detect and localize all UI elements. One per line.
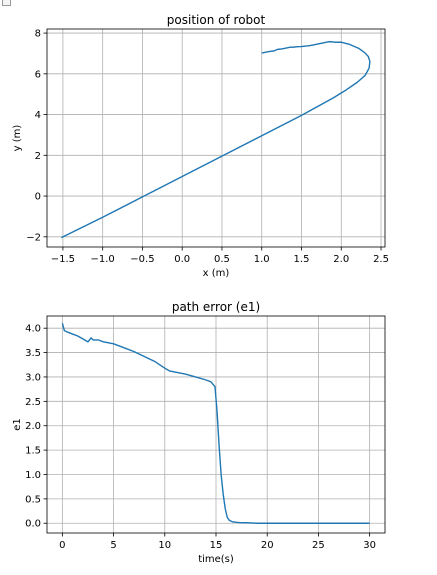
x-axis-label: time(s) [198, 554, 234, 565]
y-axis-label: y (m) [12, 125, 23, 152]
x-tick-label: 5 [110, 540, 116, 551]
grid-lines [47, 29, 385, 247]
y-tick-label: 4 [35, 110, 41, 121]
series-group [61, 40, 371, 239]
x-tick-label: 2.0 [333, 254, 349, 265]
x-tick-label: −0.5 [130, 254, 154, 265]
y-tick-label: 6 [35, 69, 41, 80]
y-tick-label: 0.5 [25, 494, 41, 505]
y-tick-label: 2.5 [25, 397, 41, 408]
x-tick-label: −1.0 [91, 254, 115, 265]
y-tick-label: 2 [35, 151, 41, 162]
x-tick-label: 25 [312, 540, 325, 551]
x-tick-label: 10 [158, 540, 171, 551]
y-tick-label: 0 [35, 192, 41, 203]
x-tick-label: 15 [210, 540, 223, 551]
y-tick-label: −2 [26, 232, 41, 243]
series-group [61, 323, 370, 524]
x-axis-label: x (m) [203, 268, 230, 279]
y-tick-label: 3.0 [25, 372, 41, 383]
x-tick-label: 1.5 [294, 254, 310, 265]
chart-title: path error (e1) [172, 300, 260, 314]
y-tick-label: 1.5 [25, 446, 41, 457]
y-axis-label: e1 [12, 418, 23, 431]
x-tick-label: 2.5 [373, 254, 389, 265]
chart-title: position of robot [167, 13, 266, 27]
y-tick-label: 3.5 [25, 348, 41, 359]
tick-group: −1.5 −1.0 −0.5 0.0 0.5 1.0 1.5 2.0 2.5 −2 0 2 4 6 8 [26, 29, 389, 265]
chart-path-error: 0 5 10 15 20 25 300.00.51.01.52.02.53.03.54.0 … [12, 300, 386, 565]
grid-lines [47, 316, 385, 533]
series-line [61, 323, 370, 524]
plot-frame [46, 28, 386, 248]
y-tick-label: 4.0 [25, 324, 41, 335]
y-tick-label: 2.0 [25, 421, 41, 432]
x-tick-label: 0.5 [214, 254, 230, 265]
x-tick-label: 20 [261, 540, 274, 551]
series-line [61, 40, 371, 239]
x-tick-label: 0 [59, 540, 65, 551]
x-tick-label: 30 [363, 540, 376, 551]
y-tick-label: 0.0 [25, 519, 41, 530]
x-tick-label: 1.0 [254, 254, 270, 265]
x-tick-label: −1.5 [51, 254, 75, 265]
y-tick-label: 8 [35, 29, 41, 40]
tick-group: 0 5 10 15 20 25 30 0.0 0.5 1.0 1.5 2.0 2.5 3.0 3.5 4.0 [25, 324, 376, 551]
window-icon [2, 0, 11, 6]
y-tick-label: 1.0 [25, 470, 41, 481]
x-tick-label: 0.0 [174, 254, 190, 265]
chart-position-of-robot: −1.5 −1.0 −0.5 0.0 0.5 1.0 1.5 2.0 2.5 −2 0 2 4 6 8 po… [12, 13, 389, 279]
